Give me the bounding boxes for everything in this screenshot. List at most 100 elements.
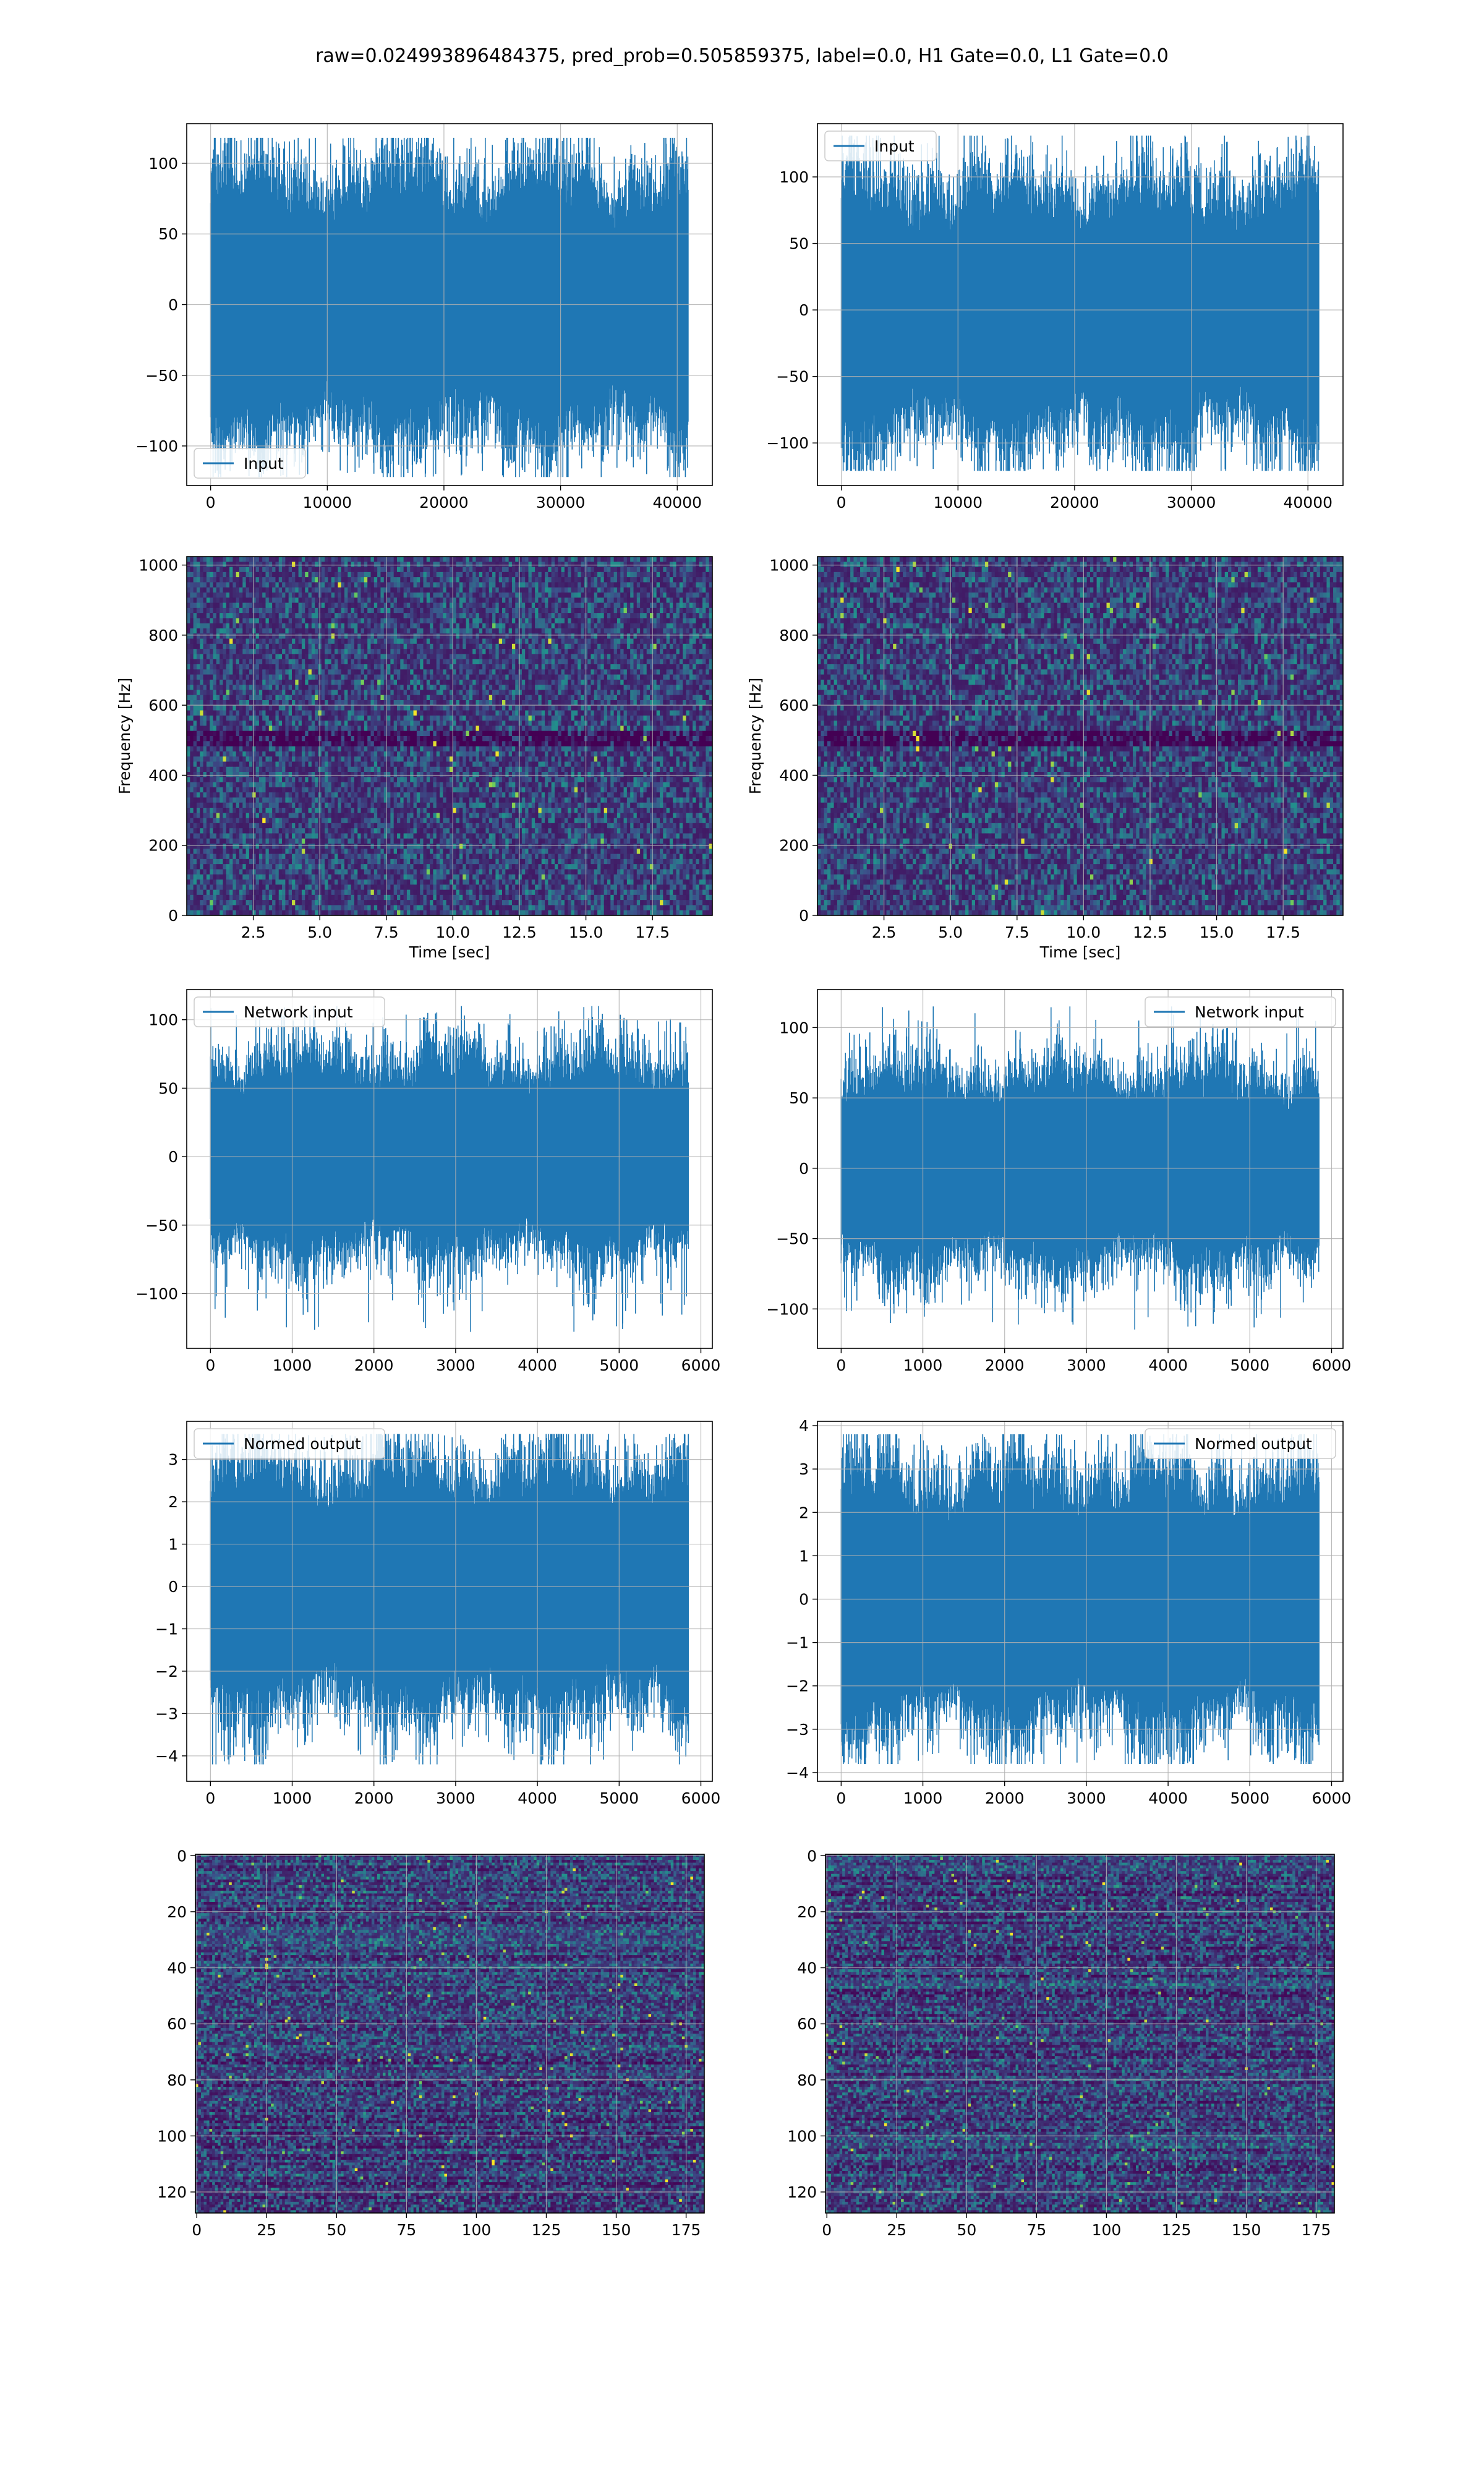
normed-output-right-xtick-label: 1000 [903,1789,943,1807]
spectrogram-right-xtick-label: 12.5 [1133,923,1167,941]
image-left-xtick-label: 0 [192,2221,202,2239]
spectrogram-right-ytick-label: 200 [779,837,809,855]
image-right-plot-area [825,1854,1335,2214]
normed-output-left-xtick-label: 0 [205,1789,215,1807]
input-right-xtick-label: 10000 [934,494,983,511]
network-input-right-ytick-label: 100 [779,1019,809,1037]
input-left-series-line [211,138,688,477]
image-left-xtick-label: 175 [672,2221,701,2239]
image-left-ytick-label: 120 [157,2183,187,2201]
spectrogram-left-xtick-label: 7.5 [374,923,399,941]
spectrogram-right-xtick-label: 7.5 [1005,923,1030,941]
spectrogram-left-xtick-label: 5.0 [307,923,332,941]
network-input-left-ytick-label: 0 [168,1148,178,1166]
spectrogram-left-axes: 2.5 5.0 7.5 10.0 12.5 15.0 17.5020040060080010… [116,557,713,961]
image-right-ytick-label: 40 [797,1959,817,1977]
input-left-ytick-label: 50 [158,225,178,243]
spectrogram-right-xlabel: Time [sec] [1039,943,1121,961]
spectrogram-left-ytick-label: 600 [148,696,178,714]
normed-output-right-xtick-label: 0 [836,1789,846,1807]
input-left-xtick-label: 40000 [652,494,702,511]
spectrogram-left-xtick-label: 2.5 [241,923,266,941]
network-input-left-ytick-label: 100 [148,1011,178,1029]
input-right-legend: Input [825,131,936,161]
input-right-ytick-label: 50 [789,235,809,253]
spectrogram-right-ytick-label: 0 [799,907,809,925]
spectrogram-left-ytick-label: 1000 [139,557,178,575]
network-input-right-ytick-label: 50 [789,1089,809,1107]
normed-output-left-legend-label: Normed output [244,1435,361,1453]
input-left-xtick-label: 20000 [419,494,469,511]
network-input-left-series-line [210,1006,688,1332]
normed-output-left-xtick-label: 5000 [599,1789,639,1807]
spectrogram-left-xlabel: Time [sec] [409,943,490,961]
normed-output-right-ytick-label: 0 [799,1590,809,1608]
normed-output-left-ytick-label: 3 [168,1451,178,1469]
image-left-ytick-label: 60 [167,2015,187,2033]
network-input-right-xtick-label: 2000 [985,1356,1025,1374]
spectrogram-right-plot-area [817,557,1344,916]
network-input-right-legend-label: Network input [1195,1003,1304,1021]
network-input-left-xtick-label: 5000 [599,1356,639,1374]
normed-output-left-xtick-label: 6000 [681,1789,721,1807]
input-right-legend-label: Input [874,137,915,155]
normed-output-left-legend: Normed output [194,1429,385,1458]
network-input-left-xtick-label: 4000 [518,1356,557,1374]
image-left-xtick-label: 125 [532,2221,561,2239]
normed-output-left-xtick-label: 1000 [273,1789,312,1807]
image-right-ytick-label: 80 [797,2071,817,2089]
spectrogram-right-cells [817,557,1344,916]
image-left-xtick-label: 25 [257,2221,276,2239]
normed-output-right-xtick-label: 3000 [1067,1789,1106,1807]
network-input-right-ytick-label: −50 [776,1230,809,1248]
image-left-ytick-label: 100 [157,2127,187,2145]
normed-output-right-ytick-label: 1 [799,1547,809,1565]
image-right-xtick-label: 175 [1302,2221,1331,2239]
image-right-ytick-label: 0 [807,1847,817,1865]
input-left-xtick-label: 10000 [303,494,352,511]
normed-output-right-ytick-label: −3 [786,1721,809,1739]
spectrogram-right-xtick-label: 10.0 [1067,923,1101,941]
input-left-ytick-label: −100 [135,437,178,455]
image-left-cells [195,1854,705,2214]
axes-container: 0 10000 20000 30000 40000−100−50050100Input0… [116,124,1351,2239]
input-left-ytick-label: 100 [148,155,178,173]
spectrogram-right-ytick-label: 400 [779,766,809,784]
network-input-left-xtick-label: 1000 [273,1356,312,1374]
normed-output-left-plot-area [210,1434,688,1765]
input-right-xtick-label: 20000 [1050,494,1099,511]
normed-output-left-ytick-label: −4 [155,1747,178,1765]
normed-output-right-xtick-label: 4000 [1148,1789,1188,1807]
network-input-right-xtick-label: 0 [836,1356,846,1374]
normed-output-right-ytick-label: −1 [786,1634,809,1652]
image-left-xtick-label: 50 [326,2221,346,2239]
input-left-ytick-label: 0 [168,296,178,314]
input-left-legend-label: Input [244,455,284,473]
image-right-cells [825,1854,1335,2214]
input-right-series-line [842,135,1319,471]
image-right-xtick-label: 25 [887,2221,906,2239]
spectrogram-left-ylabel: Frequency [Hz] [116,678,134,795]
figure-suptitle: raw=0.024993896484375, pred_prob=0.50585… [315,45,1169,67]
normed-output-left-xtick-label: 3000 [436,1789,475,1807]
network-input-right-xtick-label: 3000 [1067,1356,1106,1374]
image-left-ytick-label: 40 [167,1959,187,1977]
normed-output-left-ytick-label: −3 [155,1705,178,1723]
normed-output-left-series-line [210,1434,688,1765]
network-input-left-ytick-label: −50 [145,1217,178,1235]
normed-output-right-legend: Normed output [1145,1429,1336,1458]
spectrogram-left-cells [187,557,713,916]
network-input-left-xtick-label: 0 [205,1356,215,1374]
spectrogram-left-ytick-label: 200 [148,837,178,855]
network-input-right-xtick-label: 4000 [1148,1356,1188,1374]
network-input-left-ytick-label: −100 [135,1285,178,1303]
normed-output-right-legend-label: Normed output [1195,1435,1312,1453]
spectrogram-right-xtick-label: 5.0 [938,923,963,941]
network-input-right-ytick-label: 0 [799,1160,809,1178]
normed-output-left-xtick-label: 2000 [354,1789,394,1807]
network-input-left-plot-area [210,1006,688,1332]
